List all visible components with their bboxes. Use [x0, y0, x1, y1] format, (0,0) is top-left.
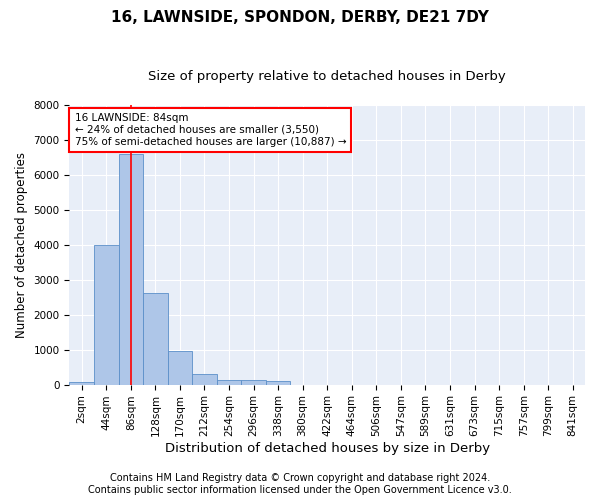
- Bar: [119, 154, 143, 384]
- Bar: [70, 382, 94, 384]
- X-axis label: Distribution of detached houses by size in Derby: Distribution of detached houses by size …: [164, 442, 490, 455]
- Bar: [167, 351, 192, 384]
- Bar: [143, 293, 167, 384]
- Bar: [192, 374, 217, 384]
- Bar: [241, 380, 266, 384]
- Text: 16 LAWNSIDE: 84sqm
← 24% of detached houses are smaller (3,550)
75% of semi-deta: 16 LAWNSIDE: 84sqm ← 24% of detached hou…: [74, 114, 346, 146]
- Text: 16, LAWNSIDE, SPONDON, DERBY, DE21 7DY: 16, LAWNSIDE, SPONDON, DERBY, DE21 7DY: [111, 10, 489, 25]
- Text: Contains HM Land Registry data © Crown copyright and database right 2024.
Contai: Contains HM Land Registry data © Crown c…: [88, 474, 512, 495]
- Bar: [94, 246, 119, 384]
- Title: Size of property relative to detached houses in Derby: Size of property relative to detached ho…: [148, 70, 506, 83]
- Y-axis label: Number of detached properties: Number of detached properties: [15, 152, 28, 338]
- Bar: [266, 382, 290, 384]
- Bar: [217, 380, 241, 384]
